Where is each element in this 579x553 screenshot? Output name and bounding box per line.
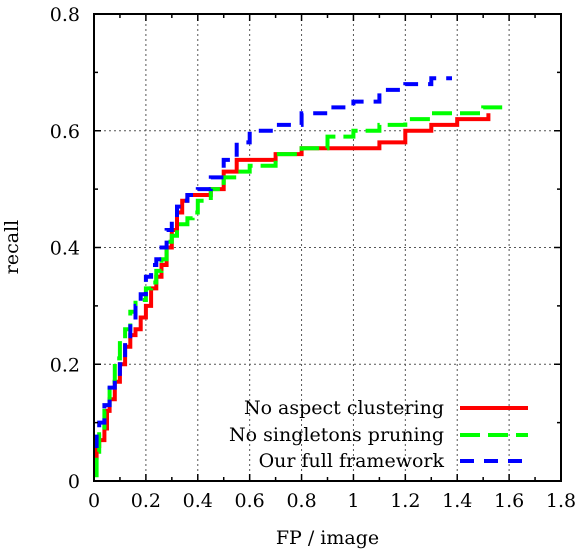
y-tick-label: 0.8 — [50, 4, 80, 26]
series-layer — [94, 76, 506, 478]
x-tick-label: 0.8 — [286, 490, 316, 512]
y-tick-label: 0 — [68, 471, 80, 493]
x-tick-label: 0.6 — [235, 490, 265, 512]
series-line-2 — [94, 104, 506, 478]
x-tick-label: 1.6 — [494, 490, 524, 512]
y-axis-label: recall — [1, 220, 23, 274]
series-line-3 — [94, 76, 452, 448]
x-tick-label: 1.8 — [546, 490, 576, 512]
series-line-1 — [94, 113, 491, 460]
y-tick-label: 0.6 — [50, 121, 80, 143]
x-tick-label: 0 — [88, 490, 100, 512]
legend-label-3: Our full framework — [259, 450, 445, 472]
y-tick-label: 0.2 — [50, 354, 80, 376]
x-tick-label: 0.2 — [131, 490, 161, 512]
ticks — [93, 13, 562, 482]
x-tick-label: 0.4 — [183, 490, 213, 512]
legend-label-1: No aspect clustering — [244, 397, 444, 419]
x-tick-label: 1.4 — [442, 490, 472, 512]
y-tick-label: 0.4 — [50, 238, 80, 260]
x-axis-label: FP / image — [276, 527, 379, 549]
x-tick-label: 1.2 — [390, 490, 420, 512]
x-tick-label: 1 — [347, 490, 359, 512]
legend-label-2: No singletons pruning — [229, 424, 444, 446]
tick-labels: 0 0.2 0.4 0.6 0.8 1 1.2 1.4 1.6 1.8 0 0.2 0.4 0.6 0.8 — [50, 4, 576, 512]
legend: No aspect clustering No singletons prunin… — [229, 397, 528, 472]
